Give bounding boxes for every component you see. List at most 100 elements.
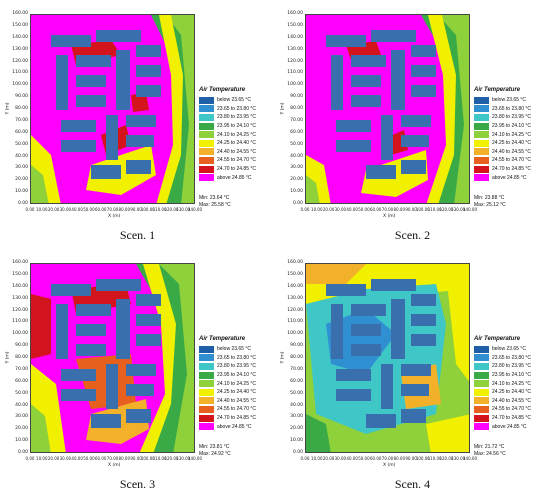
- temperature-map: [30, 263, 195, 453]
- x-axis-label: X (m): [108, 463, 121, 468]
- y-tick-label: 40.00: [15, 402, 28, 408]
- legend-swatch: [199, 156, 214, 164]
- legend-item: below 23.65 °C: [474, 345, 548, 354]
- legend-label: 23.95 to 24.10 °C: [492, 123, 531, 130]
- legend-title: Air Temperature: [199, 336, 246, 342]
- legend-item: 23.80 to 23.95 °C: [474, 362, 548, 371]
- x-tick-label: 140.00: [188, 456, 202, 461]
- y-tick-label: 0.00: [17, 450, 28, 455]
- x-axis-label: X (m): [383, 463, 396, 468]
- y-tick-label: 110.00: [287, 70, 303, 76]
- legend-label: 24.10 to 24.25 °C: [492, 380, 531, 387]
- x-tick-label: 30.00: [59, 456, 72, 461]
- legend-item: 24.40 to 24.55 °C: [199, 148, 273, 157]
- legend-label: 24.70 to 24.85 °C: [492, 415, 531, 422]
- y-tick-label: 130.00: [12, 46, 28, 52]
- legend-label: 24.55 to 24.70 °C: [492, 157, 531, 164]
- legend-swatch: [474, 345, 489, 353]
- temperature-map: [30, 14, 195, 204]
- x-tick-label: 80.00: [393, 207, 406, 212]
- scenario-caption: Scen. 1: [119, 228, 156, 242]
- x-tick-label: 130.00: [176, 456, 191, 461]
- legend-swatch: [474, 105, 489, 113]
- y-tick-label: 90.00: [290, 343, 303, 349]
- legend-label: below 23.65 °C: [217, 346, 251, 353]
- legend-item: 23.95 to 24.10 °C: [199, 122, 273, 131]
- y-tick-label: 140.00: [287, 34, 303, 40]
- x-tick-label: 40.00: [346, 207, 358, 212]
- temperature-map-svg: [31, 15, 194, 203]
- y-tick-label: 30.00: [15, 165, 28, 171]
- legend-item: 24.70 to 24.85 °C: [199, 165, 273, 174]
- x-tick-label: 120.00: [164, 456, 179, 461]
- legend-swatch: [474, 380, 489, 388]
- legend-label: 23.65 to 23.80 °C: [217, 354, 256, 361]
- temperature-map-svg: [306, 15, 469, 203]
- legend-item: above 24.85 °C: [474, 173, 548, 182]
- legend-label: above 24.85 °C: [492, 174, 527, 181]
- legend-label: 23.80 to 23.95 °C: [492, 363, 531, 370]
- legend-swatch: [474, 165, 489, 173]
- legend-item: 24.40 to 24.55 °C: [474, 397, 548, 406]
- y-tick-label: 60.00: [290, 378, 303, 384]
- legend-swatch: [474, 174, 489, 182]
- legend-item: 24.10 to 24.25 °C: [474, 130, 548, 139]
- legend-label: 24.40 to 24.55 °C: [217, 148, 256, 155]
- legend-title: Air Temperature: [474, 87, 521, 93]
- temperature-map-svg: [306, 264, 469, 452]
- y-tick-label: 140.00: [12, 34, 28, 40]
- x-tick-label: 70.00: [381, 456, 394, 461]
- legend-label: above 24.85 °C: [217, 174, 252, 181]
- legend-swatch: [199, 371, 214, 379]
- legend-item: 23.80 to 23.95 °C: [199, 113, 273, 122]
- y-tick-label: 100.00: [287, 331, 303, 337]
- legend-swatch: [199, 423, 214, 431]
- legend-item: 23.65 to 23.80 °C: [474, 354, 548, 363]
- legend-swatch: [474, 156, 489, 164]
- y-tick-label: 120.00: [287, 58, 303, 64]
- x-tick-label: 30.00: [59, 207, 72, 212]
- y-tick-label: 60.00: [15, 129, 28, 135]
- x-tick-label: 120.00: [164, 207, 179, 212]
- y-tick-label: 20.00: [15, 177, 28, 183]
- temperature-map: [305, 263, 470, 453]
- y-tick-label: 40.00: [290, 153, 303, 159]
- x-tick-label: 20.00: [47, 207, 60, 212]
- legend-label: 23.65 to 23.80 °C: [492, 354, 531, 361]
- legend-item: 23.65 to 23.80 °C: [199, 105, 273, 114]
- legend-item: 24.55 to 24.70 °C: [474, 405, 548, 414]
- x-tick-label: 90.00: [130, 456, 142, 461]
- x-tick-label: 50.00: [83, 207, 95, 212]
- legend-rows: below 23.65 °C 23.65 to 23.80 °C 23.80 to …: [474, 96, 548, 182]
- legend-item: 24.55 to 24.70 °C: [199, 156, 273, 165]
- legend-item: above 24.85 °C: [199, 422, 273, 431]
- legend-label: 24.55 to 24.70 °C: [217, 157, 256, 164]
- legend-label: 24.25 to 24.40 °C: [492, 389, 531, 396]
- y-tick-label: 60.00: [15, 378, 28, 384]
- legend-item: 24.25 to 24.40 °C: [199, 139, 273, 148]
- legend-swatch: [474, 148, 489, 156]
- y-tick-label: 160.00: [287, 260, 303, 265]
- legend-swatch: [199, 362, 214, 370]
- x-tick-label: 70.00: [381, 207, 394, 212]
- min-value: Min: 23.81 °C: [199, 444, 230, 450]
- x-tick-label: 80.00: [393, 456, 406, 461]
- legend-swatch: [474, 371, 489, 379]
- x-tick-label: 100.00: [140, 456, 155, 461]
- y-tick-label: 50.00: [15, 390, 28, 396]
- legend-swatch: [474, 388, 489, 396]
- legend-swatch: [199, 405, 214, 413]
- legend-label: below 23.65 °C: [492, 97, 526, 104]
- legend-swatch: [199, 380, 214, 388]
- legend-item: 23.65 to 23.80 °C: [474, 105, 548, 114]
- y-tick-label: 100.00: [287, 82, 303, 88]
- legend-label: 24.25 to 24.40 °C: [217, 389, 256, 396]
- x-tick-label: 100.00: [140, 207, 155, 212]
- y-tick-label: 80.00: [290, 355, 303, 360]
- x-tick-label: 50.00: [83, 456, 95, 461]
- legend: Air Temperature below 23.65 °C 23.65 to 2…: [474, 87, 548, 182]
- x-tick-label: 120.00: [439, 456, 454, 461]
- max-value: Max: 24.92 °C: [199, 451, 231, 457]
- legend-item: below 23.65 °C: [199, 345, 273, 354]
- scenario-caption: Scen. 4: [394, 477, 431, 491]
